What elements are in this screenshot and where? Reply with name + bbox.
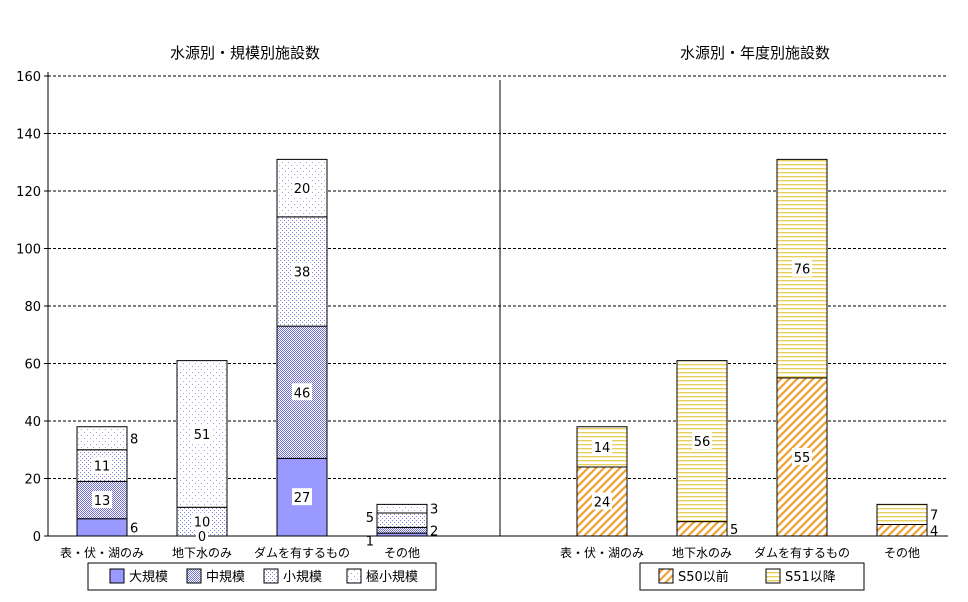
right-data-label-1-0: 5 xyxy=(730,523,738,538)
y-tick-label-120: 120 xyxy=(16,185,41,200)
y-tick-label-40: 40 xyxy=(24,415,41,430)
right-data-label-3-1: 7 xyxy=(930,508,938,523)
right-category-label-3: その他 xyxy=(884,546,920,560)
left-label-bg-2-3 xyxy=(292,179,312,197)
right-bar-3-1 xyxy=(876,503,928,525)
left-data-label-3-1: 2 xyxy=(430,524,438,539)
left-label-bg-1-2 xyxy=(192,512,212,530)
left-chart-title: 水源別・規模別施設数 xyxy=(170,44,320,62)
left-bar-0-0 xyxy=(76,518,128,537)
right-legend-swatch-0 xyxy=(658,568,674,584)
left-data-label-2-0: 27 xyxy=(294,491,311,506)
left-label-bg-2-0 xyxy=(292,488,312,506)
left-data-label-2-3: 20 xyxy=(294,182,311,197)
left-category-label-3: その他 xyxy=(384,546,420,560)
left-label-bg-2-2 xyxy=(292,262,312,280)
right-bar-1-0 xyxy=(676,521,728,537)
right-label-bg-1-1 xyxy=(692,432,712,450)
right-data-label-2-0: 55 xyxy=(794,451,811,466)
right-label-bg-0-0 xyxy=(592,492,612,510)
right-bar-0-1 xyxy=(576,426,628,468)
right-label-bg-0-1 xyxy=(592,437,612,455)
right-data-label-2-1: 76 xyxy=(794,263,811,278)
left-bar-3-1 xyxy=(376,526,428,534)
right-data-label-3-0: 4 xyxy=(930,524,938,539)
left-data-label-0-3: 8 xyxy=(130,432,138,447)
left-category-label-1: 地下水のみ xyxy=(172,546,232,560)
left-data-label-0-1: 13 xyxy=(94,494,111,509)
left-data-label-1-3: 51 xyxy=(194,428,211,443)
left-legend-label-3: 極小規模 xyxy=(366,569,418,585)
left-bar-0-3 xyxy=(76,426,128,451)
left-label-bg-1-3 xyxy=(192,424,212,442)
right-data-label-0-1: 14 xyxy=(594,441,611,456)
right-bar-3-0 xyxy=(876,524,928,537)
right-label-bg-2-1 xyxy=(792,259,812,277)
y-tick-label-0: 0 xyxy=(33,530,41,545)
left-legend-swatch-2 xyxy=(263,568,279,584)
left-label-bg-0-2 xyxy=(92,456,112,474)
data-labels: 6131180010512746382012532414556557647 xyxy=(92,179,938,550)
right-data-label-0-0: 24 xyxy=(594,496,611,511)
left-data-label-2-2: 38 xyxy=(294,266,311,281)
right-chart-title: 水源別・年度別施設数 xyxy=(680,44,830,62)
left-legend-swatch-1 xyxy=(186,568,202,584)
right-legend-swatch-1 xyxy=(765,568,781,584)
left-legend-swatch-3 xyxy=(346,568,362,584)
right-data-label-1-1: 56 xyxy=(694,435,711,450)
left-label-bg-2-1 xyxy=(292,383,312,401)
left-legend-label-2: 小規模 xyxy=(283,570,322,585)
y-tick-label-100: 100 xyxy=(16,243,41,258)
left-data-label-3-3: 3 xyxy=(430,503,438,518)
left-legend-label-0: 大規模 xyxy=(129,570,168,585)
y-tick-label-160: 160 xyxy=(16,70,41,85)
left-data-label-2-1: 46 xyxy=(294,386,311,401)
y-tick-label-140: 140 xyxy=(16,128,41,143)
left-data-label-0-0: 6 xyxy=(130,521,138,536)
left-data-label-1-2: 10 xyxy=(194,516,211,531)
left-data-label-3-2: 5 xyxy=(366,511,374,526)
left-label-bg-1-1 xyxy=(196,527,208,544)
left-data-label-3-0: 1 xyxy=(366,535,374,550)
right-category-label-2: ダムを有するもの xyxy=(754,545,850,560)
left-legend-label-1: 中規模 xyxy=(206,570,245,585)
right-category-label-0: 表・伏・湖のみ xyxy=(560,545,644,560)
right-legend-label-1: S51以降 xyxy=(785,570,836,585)
left-category-label-2: ダムを有するもの xyxy=(254,545,350,560)
y-tick-label-80: 80 xyxy=(24,300,41,315)
y-tick-label-20: 20 xyxy=(24,473,41,488)
left-legend: 大規模 中規模 小規模 極小規模 xyxy=(87,562,437,591)
left-data-label-1-1: 0 xyxy=(198,530,206,545)
left-category-label-0: 表・伏・湖のみ xyxy=(60,545,144,560)
left-bar-3-3 xyxy=(376,503,428,514)
left-label-bg-0-1 xyxy=(92,491,112,509)
bars xyxy=(76,158,928,537)
left-data-label-0-2: 11 xyxy=(94,460,111,475)
left-legend-swatch-0 xyxy=(109,568,125,584)
right-category-label-1: 地下水のみ xyxy=(672,546,732,560)
right-legend-label-0: S50以前 xyxy=(678,569,729,585)
right-label-bg-2-0 xyxy=(792,447,812,465)
y-tick-label-60: 60 xyxy=(24,358,41,373)
left-bar-3-2 xyxy=(376,512,428,528)
right-legend: S50以前 S51以降 xyxy=(639,562,865,591)
